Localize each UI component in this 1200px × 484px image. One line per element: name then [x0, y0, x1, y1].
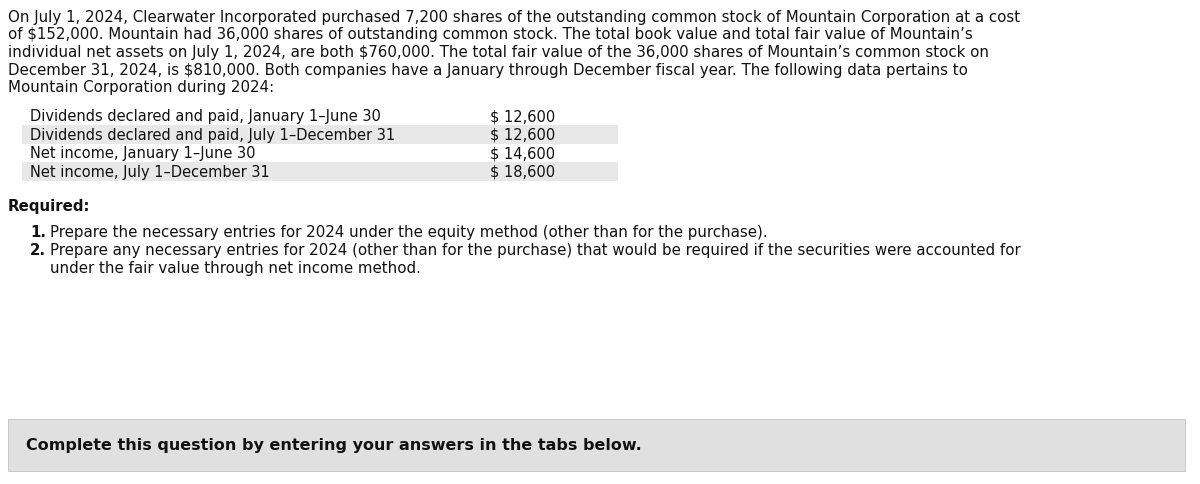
Text: Net income, July 1–December 31: Net income, July 1–December 31: [30, 165, 270, 180]
Text: Prepare the necessary entries for 2024 under the equity method (other than for t: Prepare the necessary entries for 2024 u…: [50, 225, 768, 240]
Text: $ 14,600: $ 14,600: [490, 146, 556, 161]
Text: Mountain Corporation during 2024:: Mountain Corporation during 2024:: [8, 80, 274, 95]
Text: 1.: 1.: [30, 225, 46, 240]
FancyBboxPatch shape: [22, 144, 618, 163]
Text: On July 1, 2024, Clearwater Incorporated purchased 7,200 shares of the outstandi: On July 1, 2024, Clearwater Incorporated…: [8, 10, 1020, 25]
Text: of $152,000. Mountain had 36,000 shares of outstanding common stock. The total b: of $152,000. Mountain had 36,000 shares …: [8, 28, 973, 43]
FancyBboxPatch shape: [8, 419, 1186, 471]
Text: Dividends declared and paid, July 1–December 31: Dividends declared and paid, July 1–Dece…: [30, 128, 395, 143]
Text: under the fair value through net income method.: under the fair value through net income …: [50, 260, 421, 275]
Text: Complete this question by entering your answers in the tabs below.: Complete this question by entering your …: [26, 438, 642, 453]
Text: Net income, January 1–June 30: Net income, January 1–June 30: [30, 146, 256, 161]
Text: $ 12,600: $ 12,600: [490, 128, 556, 143]
FancyBboxPatch shape: [22, 107, 618, 126]
Text: individual net assets on July 1, 2024, are both $760,000. The total fair value o: individual net assets on July 1, 2024, a…: [8, 45, 989, 60]
Text: Required:: Required:: [8, 199, 90, 214]
Text: $ 18,600: $ 18,600: [490, 165, 556, 180]
Text: 2.: 2.: [30, 243, 46, 258]
FancyBboxPatch shape: [22, 163, 618, 181]
FancyBboxPatch shape: [22, 126, 618, 144]
Text: Dividends declared and paid, January 1–June 30: Dividends declared and paid, January 1–J…: [30, 109, 380, 124]
Text: December 31, 2024, is $810,000. Both companies have a January through December f: December 31, 2024, is $810,000. Both com…: [8, 62, 968, 77]
Text: Prepare any necessary entries for 2024 (other than for the purchase) that would : Prepare any necessary entries for 2024 (…: [50, 243, 1021, 258]
Text: $ 12,600: $ 12,600: [490, 109, 556, 124]
